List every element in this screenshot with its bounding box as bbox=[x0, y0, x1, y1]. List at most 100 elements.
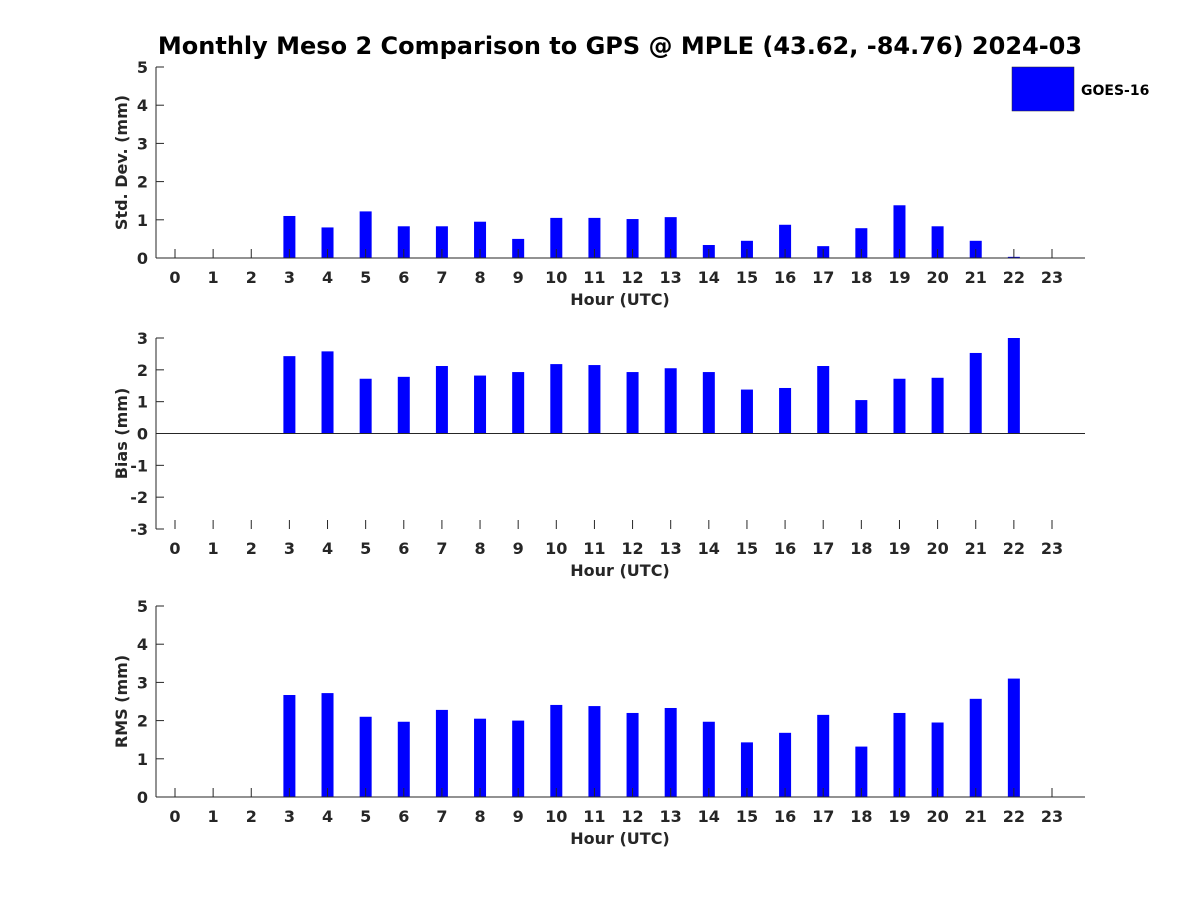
rms-bar-hour-6 bbox=[397, 721, 410, 797]
bias-bar-hour-11 bbox=[588, 365, 601, 434]
bias-bar-hour-16 bbox=[779, 387, 792, 434]
rms-x-axis-label: Hour (UTC) bbox=[570, 829, 670, 848]
rms-bar-hour-17 bbox=[817, 714, 830, 797]
bias-x-tick-label: 2 bbox=[246, 539, 257, 558]
bias-bar-hour-22 bbox=[1007, 338, 1020, 434]
std-bar-hour-9 bbox=[512, 238, 525, 258]
bias-bar-hour-19 bbox=[893, 378, 906, 434]
rms-x-tick-label: 12 bbox=[621, 807, 643, 826]
bias-x-tick-label: 0 bbox=[169, 539, 180, 558]
rms-x-tick-label: 11 bbox=[583, 807, 605, 826]
bias-bar-hour-15 bbox=[740, 389, 753, 434]
std-y-tick-label: 2 bbox=[137, 173, 148, 192]
bias-x-tick-label: 20 bbox=[926, 539, 948, 558]
std-bar-hour-11 bbox=[588, 217, 601, 258]
std-x-tick-label: 9 bbox=[513, 268, 524, 287]
std-bar-hour-18 bbox=[855, 228, 868, 258]
std-y-tick-label: 4 bbox=[137, 96, 148, 115]
rms-y-tick-label: 5 bbox=[137, 597, 148, 616]
std-bar-hour-19 bbox=[893, 205, 906, 258]
legend: GOES-16 bbox=[1011, 66, 1149, 112]
std-x-tick-label: 8 bbox=[474, 268, 485, 287]
bias-y-tick-label: 3 bbox=[137, 329, 148, 348]
std-x-tick-label: 5 bbox=[360, 268, 371, 287]
rms-x-tick-label: 23 bbox=[1041, 807, 1063, 826]
bias-bar-hour-14 bbox=[702, 372, 715, 434]
rms-bar-hour-18 bbox=[855, 746, 868, 797]
std-x-tick-label: 1 bbox=[208, 268, 219, 287]
rms-bar-hour-20 bbox=[931, 722, 944, 797]
std-x-tick-label: 16 bbox=[774, 268, 796, 287]
std-bar-hour-4 bbox=[321, 227, 334, 258]
std-x-tick-label: 13 bbox=[660, 268, 682, 287]
std-bar-hour-8 bbox=[474, 221, 487, 258]
bias-x-tick-label: 10 bbox=[545, 539, 567, 558]
bias-bar-hour-3 bbox=[283, 356, 296, 434]
rms-x-tick-label: 6 bbox=[398, 807, 409, 826]
rms-y-axis-label: RMS (mm) bbox=[112, 655, 131, 748]
rms-bar-hour-16 bbox=[779, 732, 792, 797]
rms-x-tick-label: 18 bbox=[850, 807, 872, 826]
bias-x-tick-label: 17 bbox=[812, 539, 834, 558]
std-bar-hour-12 bbox=[626, 219, 639, 258]
rms-x-tick-label: 20 bbox=[926, 807, 948, 826]
rms-bar-hour-14 bbox=[702, 721, 715, 797]
std-x-tick-label: 2 bbox=[246, 268, 257, 287]
bias-bar-hour-5 bbox=[359, 378, 372, 434]
rms-bar-hour-13 bbox=[664, 707, 677, 797]
rms-bar-hour-12 bbox=[626, 712, 639, 797]
std-x-tick-label: 10 bbox=[545, 268, 567, 287]
rms-y-tick-label: 3 bbox=[137, 673, 148, 692]
rms-x-tick-label: 15 bbox=[736, 807, 758, 826]
bias-y-axis-label: Bias (mm) bbox=[112, 388, 131, 480]
rms-x-tick-label: 19 bbox=[888, 807, 910, 826]
std-bar-hour-3 bbox=[283, 215, 296, 258]
std-x-tick-label: 21 bbox=[965, 268, 987, 287]
bias-bar-hour-13 bbox=[664, 368, 677, 434]
rms-x-tick-label: 4 bbox=[322, 807, 333, 826]
std-x-tick-label: 4 bbox=[322, 268, 333, 287]
std-x-tick-label: 14 bbox=[698, 268, 720, 287]
legend-label: GOES-16 bbox=[1081, 83, 1149, 99]
figure-title: Monthly Meso 2 Comparison to GPS @ MPLE … bbox=[158, 32, 1082, 60]
rms-x-tick-label: 17 bbox=[812, 807, 834, 826]
bias-x-tick-label: 6 bbox=[398, 539, 409, 558]
bias-x-tick-label: 8 bbox=[474, 539, 485, 558]
rms-bar-hour-5 bbox=[359, 716, 372, 797]
bias-x-tick-label: 4 bbox=[322, 539, 333, 558]
rms-bar-hour-11 bbox=[588, 706, 601, 797]
bias-x-tick-label: 5 bbox=[360, 539, 371, 558]
rms-x-tick-label: 8 bbox=[474, 807, 485, 826]
rms-x-tick-label: 2 bbox=[246, 807, 257, 826]
bias-x-tick-label: 16 bbox=[774, 539, 796, 558]
rms-x-tick-label: 16 bbox=[774, 807, 796, 826]
bias-x-tick-label: 1 bbox=[208, 539, 219, 558]
rms-x-tick-label: 22 bbox=[1003, 807, 1025, 826]
bias-bar-hour-8 bbox=[474, 375, 487, 434]
std-bar-hour-5 bbox=[359, 211, 372, 258]
bias-y-tick-label: -1 bbox=[130, 456, 148, 475]
bias-x-tick-label: 3 bbox=[284, 539, 295, 558]
rms-bar-hour-15 bbox=[740, 742, 753, 797]
std-x-tick-label: 0 bbox=[169, 268, 180, 287]
bias-x-tick-label: 22 bbox=[1003, 539, 1025, 558]
rms-y-tick-label: 4 bbox=[137, 635, 148, 654]
std-x-tick-label: 19 bbox=[888, 268, 910, 287]
rms-x-tick-label: 3 bbox=[284, 807, 295, 826]
rms-x-tick-label: 5 bbox=[360, 807, 371, 826]
bias-x-tick-label: 7 bbox=[436, 539, 447, 558]
bias-y-tick-label: -3 bbox=[130, 520, 148, 539]
rms-bar-hour-3 bbox=[283, 695, 296, 797]
std-bar-hour-6 bbox=[397, 226, 410, 258]
rms-x-tick-label: 7 bbox=[436, 807, 447, 826]
bias-y-tick-label: 0 bbox=[137, 425, 148, 444]
bias-bar-hour-10 bbox=[550, 364, 563, 434]
rms-bar-hour-8 bbox=[474, 718, 487, 797]
std-bar-hour-13 bbox=[664, 217, 677, 258]
std-x-tick-label: 7 bbox=[436, 268, 447, 287]
bias-x-tick-label: 19 bbox=[888, 539, 910, 558]
std-x-tick-label: 6 bbox=[398, 268, 409, 287]
